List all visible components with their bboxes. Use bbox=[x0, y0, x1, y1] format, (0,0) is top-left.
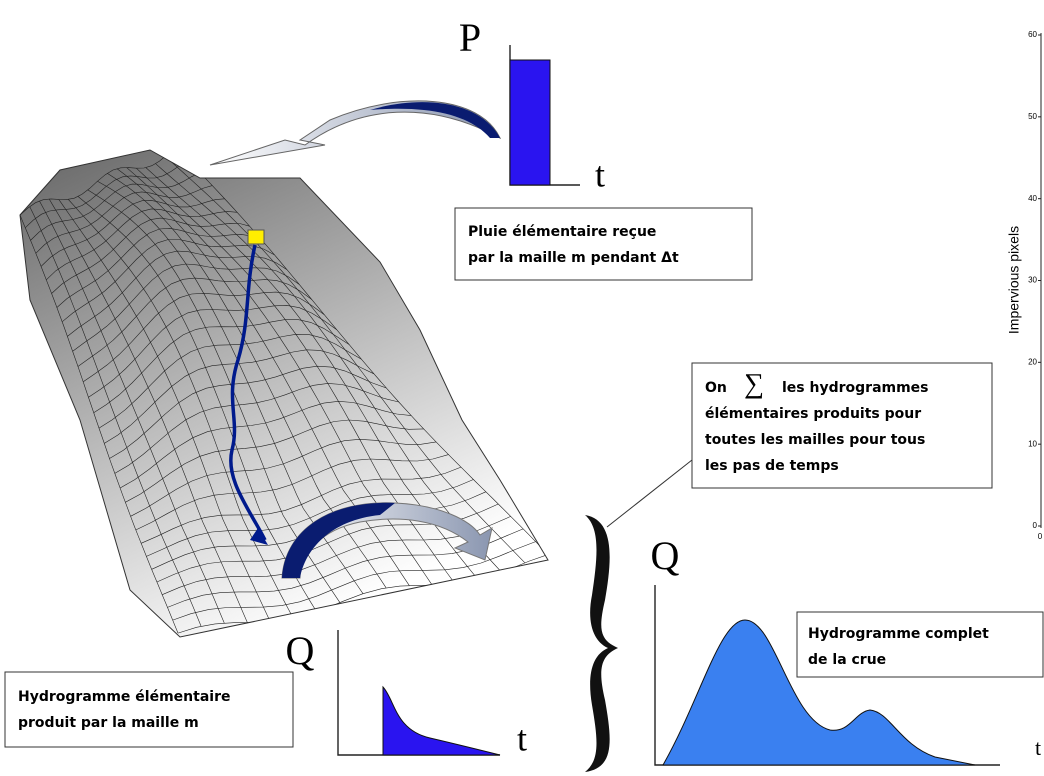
flood-time-label: t bbox=[1035, 735, 1041, 760]
mesh-line bbox=[98, 333, 362, 429]
flood-note-box bbox=[796, 611, 1044, 678]
sum-note-line: les pas de temps bbox=[705, 458, 839, 474]
unit-axis-label: Q bbox=[286, 628, 315, 673]
mesh-line bbox=[83, 291, 325, 383]
runoff-arrow-dark bbox=[282, 502, 395, 578]
mesh-line bbox=[30, 172, 201, 241]
rain-note-line: Pluie élémentaire reçue bbox=[468, 224, 656, 240]
mesh-line bbox=[135, 454, 449, 531]
side-ticks: 60 50 40 30 20 10 0 bbox=[1028, 30, 1041, 530]
connector bbox=[606, 459, 693, 528]
sum-symbol: ∑ bbox=[744, 368, 764, 399]
mesh-line bbox=[93, 319, 350, 413]
mesh-line bbox=[67, 250, 288, 337]
side-tick-label: 50 bbox=[1028, 112, 1037, 121]
unit-hydrograph bbox=[382, 685, 501, 756]
rain-arrow-dark bbox=[370, 102, 500, 138]
side-tick-label: 60 bbox=[1028, 30, 1037, 39]
mesh-line bbox=[72, 263, 300, 352]
sum-note-line: les hydrogrammes bbox=[782, 380, 929, 396]
mesh-line bbox=[125, 419, 424, 503]
side-tick-label: 40 bbox=[1028, 194, 1037, 203]
unit-note-box bbox=[4, 671, 294, 748]
flow-arrowhead bbox=[250, 528, 268, 545]
flood-axis-label: Q bbox=[651, 533, 680, 578]
mesh-line bbox=[56, 227, 263, 308]
rain-note-line: par la maille m pendant Δt bbox=[468, 250, 679, 266]
unit-time-label: t bbox=[517, 718, 527, 758]
mesh-line bbox=[51, 217, 250, 294]
mesh-line bbox=[119, 400, 412, 489]
mesh-line bbox=[35, 185, 213, 254]
flow-path bbox=[229, 244, 267, 541]
sum-note-line: élémentaires produits pour bbox=[705, 406, 921, 422]
rain-axis-label: P bbox=[459, 15, 481, 60]
mesh-line bbox=[25, 159, 188, 228]
mesh-line bbox=[61, 239, 275, 323]
sum-note-line: toutes les mailles pour tous bbox=[705, 432, 925, 448]
sum-note-box bbox=[691, 362, 993, 489]
sum-note-line: On bbox=[705, 380, 727, 396]
brace bbox=[585, 515, 618, 772]
mesh-line bbox=[109, 365, 387, 459]
flood-note-line: Hydrogramme complet bbox=[808, 626, 989, 642]
mesh-line bbox=[20, 150, 176, 216]
mesh-line bbox=[172, 541, 536, 621]
mesh-line bbox=[77, 277, 312, 367]
side-x-tick: 0 bbox=[1038, 532, 1043, 541]
mesh-line bbox=[46, 208, 238, 281]
mesh-line bbox=[114, 383, 399, 474]
mesh-line bbox=[104, 349, 375, 444]
cell-m bbox=[247, 229, 265, 245]
side-tick-label: 30 bbox=[1028, 276, 1037, 285]
rain-time-label: t bbox=[595, 154, 605, 194]
side-tick-label: 10 bbox=[1028, 439, 1037, 448]
unit-note-line: produit par la maille m bbox=[18, 715, 199, 731]
mesh-line bbox=[146, 479, 474, 557]
mesh-line bbox=[40, 198, 225, 267]
unit-note-line: Hydrogramme élémentaire bbox=[18, 689, 230, 705]
rain-arrow bbox=[209, 100, 502, 166]
rain-note-box bbox=[454, 207, 753, 281]
side-tick-label: 20 bbox=[1028, 357, 1037, 366]
flood-hydrograph bbox=[662, 619, 976, 766]
mesh-line bbox=[140, 466, 462, 544]
mesh-line bbox=[162, 516, 511, 595]
side-tick-label: 0 bbox=[1033, 521, 1038, 530]
mesh-line bbox=[130, 438, 437, 517]
side-axis-label: Impervious pixels bbox=[1006, 226, 1022, 334]
rain-bar bbox=[509, 59, 551, 186]
flood-note-line: de la crue bbox=[808, 652, 886, 668]
mesh-line bbox=[88, 305, 337, 398]
